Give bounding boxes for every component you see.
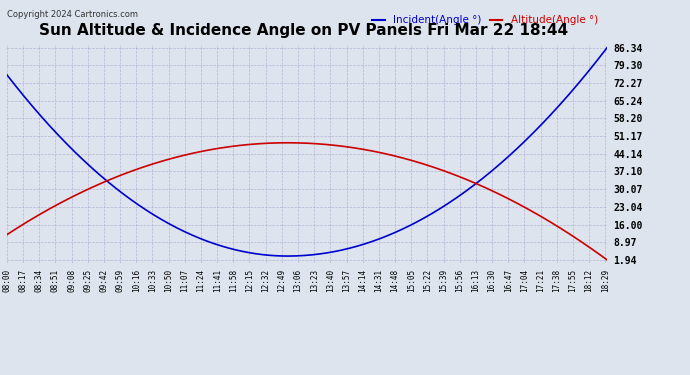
Text: Sun Altitude & Incidence Angle on PV Panels Fri Mar 22 18:44: Sun Altitude & Incidence Angle on PV Pan… (39, 22, 568, 38)
Text: Copyright 2024 Cartronics.com: Copyright 2024 Cartronics.com (7, 10, 138, 19)
Legend: Incident(Angle °), Altitude(Angle °): Incident(Angle °), Altitude(Angle °) (368, 11, 602, 29)
